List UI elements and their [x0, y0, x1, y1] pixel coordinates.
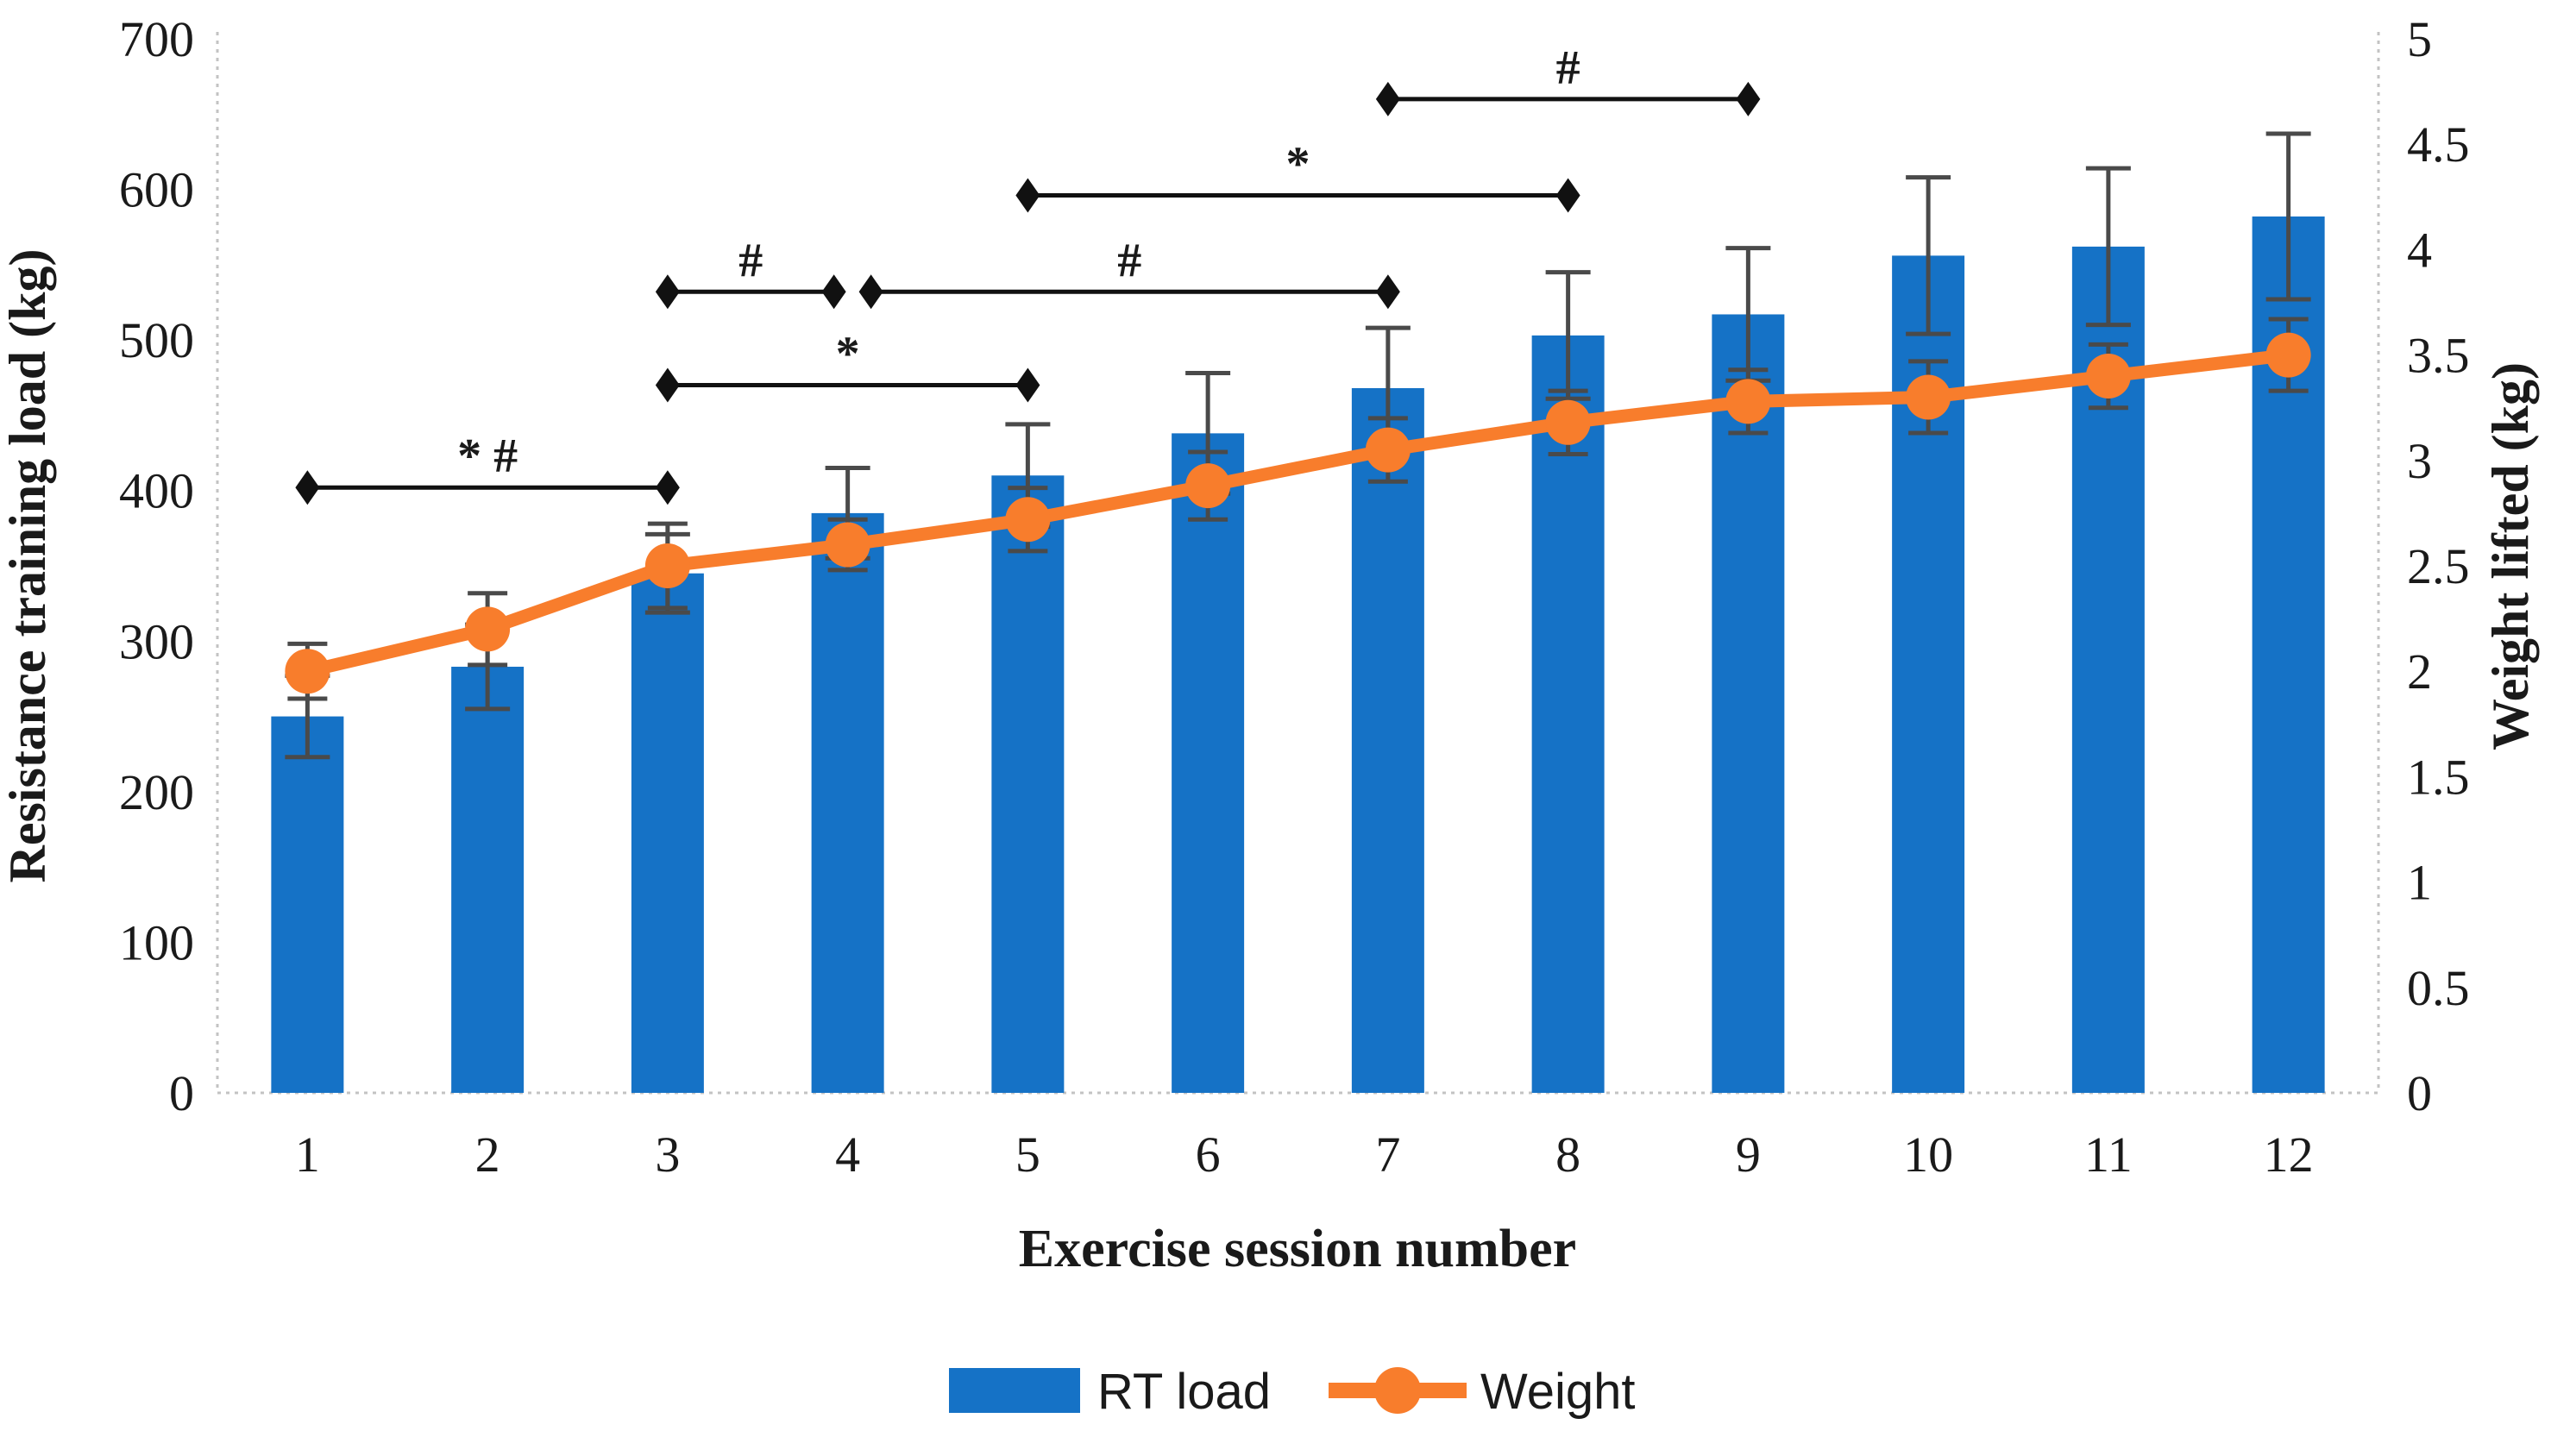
weight-marker-session-5	[1005, 497, 1051, 543]
weight-marker-session-2	[465, 606, 511, 652]
weight-marker-session-1	[285, 649, 330, 694]
bar-session-2	[451, 666, 525, 1093]
bracket-3-to-5: *	[655, 328, 1040, 403]
right-axis-tick-1: 1	[2407, 855, 2432, 911]
bracket-diamond-right	[1736, 81, 1761, 116]
x-axis-tick-2: 2	[475, 1127, 500, 1183]
bracket-diamond-left	[295, 470, 320, 505]
legend-label-weight: Weight	[1480, 1364, 1635, 1420]
bar-series-group	[271, 216, 2325, 1094]
legend-label-rt-load: RT load	[1097, 1364, 1271, 1420]
right-axis-tick-4.5: 4.5	[2407, 116, 2470, 173]
bracket-diamond-left	[1375, 81, 1400, 116]
right-axis-tick-5: 5	[2407, 11, 2432, 67]
x-axis-tick-8: 8	[1555, 1127, 1580, 1183]
weight-marker-session-8	[1545, 399, 1591, 445]
bracket-diamond-right	[1015, 367, 1040, 403]
bar-error-bars-group	[285, 131, 2311, 760]
bracket-label: *	[1286, 138, 1310, 191]
x-axis-tick-7: 7	[1375, 1127, 1400, 1183]
right-axis-title: Weight lifted (kg)	[2482, 362, 2539, 750]
weight-marker-session-7	[1365, 427, 1411, 473]
x-axis-title: Exercise session number	[1019, 1220, 1576, 1278]
weight-marker-session-9	[1725, 379, 1771, 424]
bar-session-3	[631, 573, 704, 1093]
bracket-label: #	[738, 234, 763, 287]
x-axis-tick-6: 6	[1196, 1127, 1221, 1183]
x-axis-tick-11: 11	[2084, 1127, 2133, 1183]
weight-marker-session-11	[2085, 354, 2131, 399]
bracket-3-to-4: #	[655, 234, 846, 310]
line-error-bars-group	[287, 317, 2309, 701]
bracket-diamond-right	[1555, 178, 1580, 213]
right-axis-tick-4: 4	[2407, 222, 2432, 278]
right-axis-tick-3: 3	[2407, 433, 2432, 489]
left-axis-tick-600: 600	[119, 162, 194, 218]
right-axis-tick-3.5: 3.5	[2407, 328, 2470, 384]
bar-session-7	[1351, 388, 1424, 1093]
right-axis-tick-2: 2	[2407, 643, 2432, 700]
bracket-1-to-3: * #	[295, 430, 680, 505]
x-axis-tick-10: 10	[1903, 1127, 1953, 1183]
left-axis-tick-100: 100	[119, 914, 194, 970]
significance-brackets-group: * # * # # * #	[295, 41, 1761, 505]
bracket-label: * #	[457, 430, 518, 483]
bar-session-1	[271, 716, 344, 1093]
weight-marker-session-4	[825, 522, 870, 568]
weight-marker-session-12	[2265, 332, 2311, 378]
legend-swatch-weight-marker	[1374, 1367, 1421, 1414]
tick-labels-group: 0 100 200 300 400 500 600 700 0 0.5 1 1.5 2 2.5 3 3.5 4 4…	[119, 11, 2470, 1183]
left-axis-title: Resistance training load (kg)	[0, 249, 56, 883]
right-axis-tick-1.5: 1.5	[2407, 749, 2470, 805]
left-axis-tick-700: 700	[119, 11, 194, 67]
x-axis-tick-3: 3	[655, 1127, 680, 1183]
bracket-label: #	[1117, 234, 1141, 287]
bar-session-5	[991, 475, 1065, 1093]
bracket-7-to-9: #	[1375, 41, 1761, 116]
left-axis-tick-300: 300	[119, 613, 194, 669]
axis-lines-group	[216, 32, 2380, 1095]
weight-marker-session-6	[1185, 463, 1231, 509]
bracket-diamond-right	[1375, 274, 1400, 310]
bracket-diamond-left	[1015, 178, 1040, 213]
bracket-label: *	[836, 328, 860, 381]
bar-session-6	[1172, 433, 1245, 1093]
bracket-diamond-left	[858, 274, 883, 310]
line-series-group	[285, 332, 2311, 694]
bracket-5-to-8: *	[1015, 138, 1580, 213]
bar-session-4	[811, 512, 884, 1093]
legend: RT load Weight	[949, 1364, 1635, 1420]
left-axis-tick-200: 200	[119, 764, 194, 820]
x-axis-tick-9: 9	[1736, 1127, 1761, 1183]
x-axis-tick-1: 1	[295, 1127, 320, 1183]
right-axis-tick-0.5: 0.5	[2407, 960, 2470, 1016]
x-axis-tick-4: 4	[835, 1127, 860, 1183]
left-axis-tick-400: 400	[119, 463, 194, 519]
weight-marker-session-3	[644, 543, 690, 588]
left-axis-tick-0: 0	[169, 1065, 194, 1121]
x-axis-tick-5: 5	[1015, 1127, 1040, 1183]
bracket-diamond-left	[655, 274, 680, 310]
bracket-label: #	[1556, 41, 1580, 95]
bracket-diamond-left	[655, 367, 680, 403]
right-axis-tick-0: 0	[2407, 1065, 2432, 1121]
bar-session-8	[1531, 335, 1605, 1093]
right-axis-tick-2.5: 2.5	[2407, 538, 2470, 594]
legend-swatch-rt-load	[949, 1368, 1080, 1413]
weight-marker-session-10	[1906, 374, 1951, 420]
weight-line	[300, 348, 2296, 678]
bar-session-9	[1712, 314, 1785, 1094]
bracket-4-to-7: #	[858, 234, 1400, 310]
bracket-diamond-right	[821, 274, 846, 310]
x-axis-tick-12: 12	[2264, 1127, 2314, 1183]
left-axis-tick-500: 500	[119, 312, 194, 368]
bracket-diamond-right	[655, 470, 680, 505]
